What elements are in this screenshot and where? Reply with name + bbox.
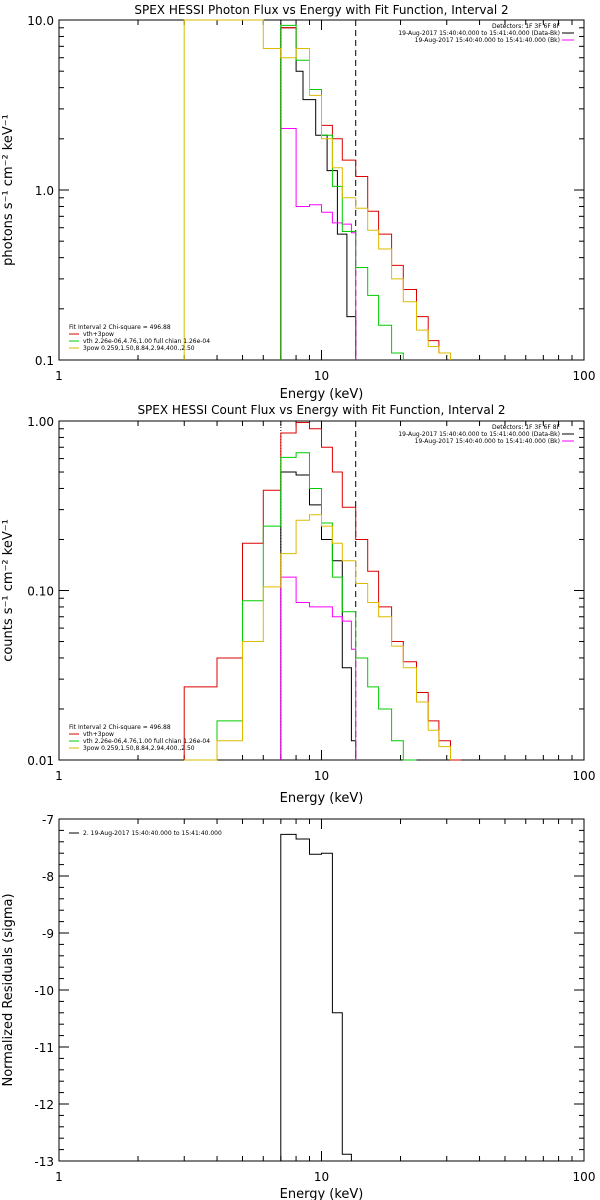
x-axis-label: Energy (keV) [280,791,364,806]
legend-entry: 19-Aug-2017 15:40:40.000 to 15:41:40.000… [415,37,560,44]
legend-entry: Detectors: 1F 3F 6F 8F [492,424,561,431]
legend-entry: 3pow 0.259,1.50,8.84,2.94,400.,2.50 [83,745,195,752]
y-tick-label: 0.10 [27,585,54,599]
legend-entry: Fit Interval 2 Chi-square = 496.88 [69,324,171,331]
y-tick-label: 0.1 [35,354,54,368]
plot-frame [58,19,585,361]
x-axis-label: Energy (keV) [280,1187,364,1200]
y-tick-label: 0.01 [27,754,54,768]
y-tick-label: -7 [42,813,54,827]
y-tick-label: -11 [34,1041,54,1055]
y-tick-label: 1.0 [35,184,54,198]
series-line-2 [280,27,451,360]
x-tick-label: 1 [55,1170,63,1184]
y-tick-label: 10.0 [27,14,54,28]
x-axis-label: Energy (keV) [280,387,364,402]
series-line-3 [280,24,404,360]
series-line-0 [280,833,352,1161]
y-axis-label: counts s⁻¹ cm⁻² keV⁻¹ [1,519,16,662]
chart-title: SPEX HESSI Photon Flux vs Energy with Fi… [134,3,508,17]
y-tick-label: 1.00 [27,415,54,429]
legend-entry: Fit Interval 2 Chi-square = 496.88 [69,724,171,731]
plot-frame [58,818,585,1162]
y-axis-label: Normalized Residuals (sigma) [1,893,16,1086]
y-tick-label: -8 [42,870,54,884]
x-tick-label: 1 [55,369,63,383]
legend-entry: 19-Aug-2017 15:40:40.000 to 15:41:40.000… [415,438,560,445]
series-line-1 [280,576,357,760]
series-line-4 [184,514,451,761]
series-line-3 [184,452,417,761]
legend-entry: 3pow 0.259,1.50,8.84,2.94,400.,2.50 [83,345,195,352]
x-tick-label: 100 [573,769,596,783]
y-tick-label: -13 [34,1155,54,1169]
legend-entry: vth 2.26e-06,4.76,1.00 full chian 1.26e-… [83,338,210,345]
y-tick-label: -9 [42,927,54,941]
legend-entry: vth+3pow [83,731,114,738]
series-line-2 [183,422,461,761]
legend-entry: 2. 19-Aug-2017 15:40:40.000 to 15:41:40.… [83,830,222,837]
legend-entry: 19-Aug-2017 15:40:40.000 to 15:41:40.000… [398,30,560,37]
legend-entry: 19-Aug-2017 15:40:40.000 to 15:41:40.000… [398,431,560,438]
legend-entry: vth 2.26e-06,4.76,1.00 full chian 1.26e-… [83,738,210,745]
y-tick-label: -10 [34,984,54,998]
series-line-4 [183,19,451,360]
legend-entry: Detectors: 1F 3F 6F 8F [492,23,561,30]
series-line-0 [280,27,357,360]
x-tick-label: 10 [314,769,329,783]
x-tick-label: 1 [55,769,63,783]
x-tick-label: 100 [573,1170,596,1184]
x-tick-label: 10 [314,369,329,383]
series-line-0 [280,471,357,760]
x-tick-label: 10 [314,1170,329,1184]
y-axis-label: photons s⁻¹ cm⁻² keV⁻¹ [1,114,16,266]
legend-entry: vth+3pow [83,331,114,338]
series-line-1 [280,128,357,360]
x-tick-label: 100 [573,369,596,383]
chart-title: SPEX HESSI Count Flux vs Energy with Fit… [137,403,505,417]
y-tick-label: -12 [34,1098,54,1112]
plot-frame [58,420,585,761]
